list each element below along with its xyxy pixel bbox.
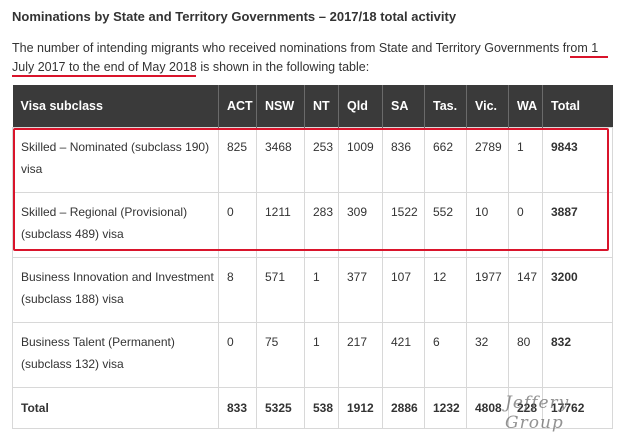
intro-paragraph: The number of intending migrants who rec… xyxy=(12,39,618,77)
cell-act: 0 xyxy=(218,192,257,258)
col-header-vic: Vic. xyxy=(466,85,509,128)
cell-total: 3887 xyxy=(542,192,613,258)
cell-vic: 4808 xyxy=(466,387,509,429)
cell-nt: 1 xyxy=(304,257,339,323)
col-header-qld: Qld xyxy=(338,85,383,128)
cell-sa: 836 xyxy=(382,127,425,193)
col-header-nt: NT xyxy=(304,85,339,128)
cell-vic: 1977 xyxy=(466,257,509,323)
table-row: Skilled – Regional (Provisional) (subcla… xyxy=(12,192,613,258)
total-label: Total xyxy=(12,387,219,429)
cell-wa: 1 xyxy=(508,127,543,193)
table-row: Business Talent (Permanent) (subclass 13… xyxy=(12,322,613,388)
visa-label: Business Innovation and Investment (subc… xyxy=(12,257,219,323)
cell-qld: 309 xyxy=(338,192,383,258)
cell-qld: 377 xyxy=(338,257,383,323)
cell-tas: 662 xyxy=(424,127,467,193)
intro-date-range: from 1 July 2017 to the end of May 2018 xyxy=(12,41,599,74)
cell-nt: 1 xyxy=(304,322,339,388)
watermark-logo: Jeffery Group xyxy=(505,393,570,433)
cell-nsw: 75 xyxy=(256,322,305,388)
cell-sa: 421 xyxy=(382,322,425,388)
cell-nt: 538 xyxy=(304,387,339,429)
cell-act: 0 xyxy=(218,322,257,388)
cell-act: 8 xyxy=(218,257,257,323)
cell-vic: 2789 xyxy=(466,127,509,193)
nominations-table: Visa subclass ACT NSW NT Qld SA Tas. Vic… xyxy=(12,85,613,429)
cell-wa: 147 xyxy=(508,257,543,323)
col-header-sa: SA xyxy=(382,85,425,128)
cell-nsw: 571 xyxy=(256,257,305,323)
cell-sa: 1522 xyxy=(382,192,425,258)
cell-sa: 107 xyxy=(382,257,425,323)
table-header-row: Visa subclass ACT NSW NT Qld SA Tas. Vic… xyxy=(12,85,613,128)
table-row: Skilled – Nominated (subclass 190) visa … xyxy=(12,127,613,193)
page-heading: Nominations by State and Territory Gover… xyxy=(12,9,457,24)
col-header-visa-subclass: Visa subclass xyxy=(12,85,219,128)
intro-text-before: The number of intending migrants who rec… xyxy=(12,41,563,55)
cell-act: 833 xyxy=(218,387,257,429)
cell-nt: 253 xyxy=(304,127,339,193)
cell-total: 3200 xyxy=(542,257,613,323)
cell-wa: 228 xyxy=(508,387,543,429)
cell-qld: 217 xyxy=(338,322,383,388)
table-total-row: Total 833 5325 538 1912 2886 1232 4808 2… xyxy=(12,387,613,429)
cell-sa: 2886 xyxy=(382,387,425,429)
cell-total: 9843 xyxy=(542,127,613,193)
cell-nsw: 1211 xyxy=(256,192,305,258)
cell-tas: 552 xyxy=(424,192,467,258)
visa-label: Business Talent (Permanent) (subclass 13… xyxy=(12,322,219,388)
visa-label: Skilled – Regional (Provisional) (subcla… xyxy=(12,192,219,258)
intro-text-after: is shown in the following table: xyxy=(196,60,370,74)
table-row: Business Innovation and Investment (subc… xyxy=(12,257,613,323)
date-underline-1 xyxy=(570,56,608,58)
cell-vic: 32 xyxy=(466,322,509,388)
col-header-tas: Tas. xyxy=(424,85,467,128)
cell-total: 17762 xyxy=(542,387,613,429)
col-header-act: ACT xyxy=(218,85,257,128)
cell-act: 825 xyxy=(218,127,257,193)
cell-qld: 1009 xyxy=(338,127,383,193)
col-header-wa: WA xyxy=(508,85,543,128)
cell-nt: 283 xyxy=(304,192,339,258)
cell-qld: 1912 xyxy=(338,387,383,429)
cell-tas: 6 xyxy=(424,322,467,388)
col-header-nsw: NSW xyxy=(256,85,305,128)
cell-nsw: 5325 xyxy=(256,387,305,429)
cell-wa: 0 xyxy=(508,192,543,258)
cell-wa: 80 xyxy=(508,322,543,388)
cell-vic: 10 xyxy=(466,192,509,258)
cell-tas: 12 xyxy=(424,257,467,323)
cell-nsw: 3468 xyxy=(256,127,305,193)
cell-total: 832 xyxy=(542,322,613,388)
cell-tas: 1232 xyxy=(424,387,467,429)
date-underline-2 xyxy=(12,75,196,77)
visa-label: Skilled – Nominated (subclass 190) visa xyxy=(12,127,219,193)
col-header-total: Total xyxy=(542,85,613,128)
